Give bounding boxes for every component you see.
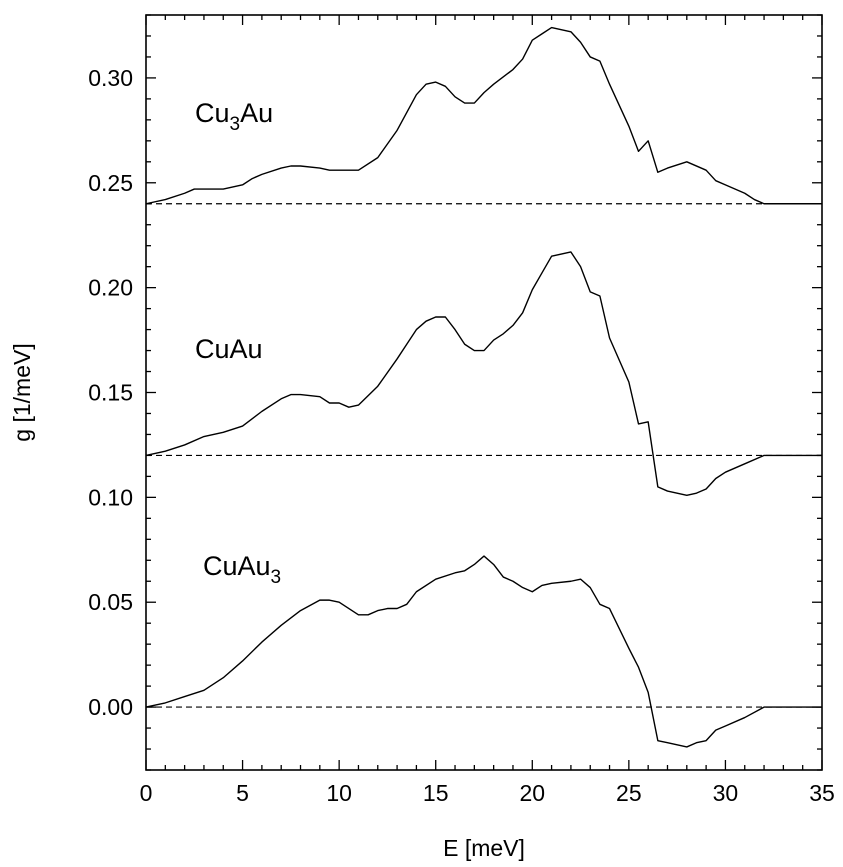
- series-line-cu3au: [145, 26, 822, 205]
- y-axis-title: g [1/meV]: [9, 343, 35, 441]
- x-tick-label: 25: [616, 780, 642, 806]
- x-tick-label: 30: [713, 780, 739, 806]
- x-tick-label: 15: [423, 780, 449, 806]
- y-tick-label: 0.30: [88, 65, 133, 91]
- x-tick-label: 0: [140, 780, 153, 806]
- ticks: [145, 14, 823, 771]
- series-line-cuau3: [145, 555, 822, 748]
- series-label-cuau: CuAu: [195, 334, 263, 364]
- y-tick-label: 0.25: [88, 170, 133, 196]
- x-tick-label: 10: [326, 780, 352, 806]
- series-lines: [145, 26, 822, 748]
- x-axis-title: E [meV]: [443, 835, 525, 861]
- label-main: Cu: [195, 98, 230, 128]
- baselines: [146, 203, 822, 708]
- y-tick-label: 0.00: [88, 694, 133, 720]
- y-tick-label: 0.10: [88, 484, 133, 510]
- label-subscript: 3: [230, 114, 241, 135]
- x-tick-label: 5: [236, 780, 249, 806]
- x-tick-label: 35: [809, 780, 835, 806]
- series-line-cuau: [145, 251, 822, 496]
- series-label-cu3au: Cu3Au: [195, 98, 273, 135]
- x-tick-label: 20: [519, 780, 545, 806]
- y-tick-label: 0.05: [88, 589, 133, 615]
- y-tick-label: 0.15: [88, 380, 133, 406]
- series-label-cuau3: CuAu3: [203, 551, 281, 588]
- label-main: CuAu: [195, 334, 263, 364]
- label-tail: Au: [240, 98, 273, 128]
- tick-labels: 0 5 10 15 20 25 30 35 0.00 0.05 0.10 0.15 0.20 0.25 0.…: [88, 65, 835, 806]
- y-tick-label: 0.20: [88, 275, 133, 301]
- label-subscript: 3: [271, 567, 282, 588]
- label-main: CuAu: [203, 551, 271, 581]
